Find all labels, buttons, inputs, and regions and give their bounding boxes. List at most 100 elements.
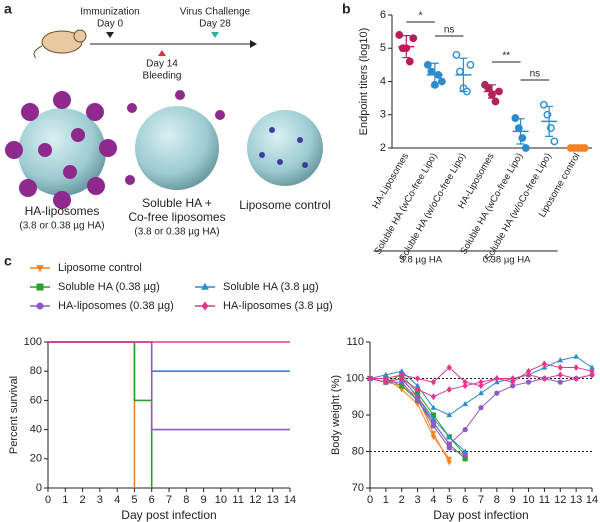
x-tick-label: 10 — [215, 494, 227, 506]
data-point — [399, 379, 405, 385]
data-point — [395, 31, 404, 39]
marker — [106, 32, 114, 38]
survival-line — [48, 341, 153, 488]
ha-spikes — [5, 91, 117, 209]
data-point — [557, 379, 563, 385]
panel-label: b — [342, 1, 351, 17]
data-point — [430, 404, 437, 410]
data-point — [430, 378, 437, 386]
y-tick-label: 60 — [30, 394, 42, 406]
data-point — [557, 371, 563, 379]
x-tick-label: 10 — [522, 494, 534, 506]
y-tick-label: 5 — [380, 42, 386, 54]
legend-label: Liposome control — [58, 262, 142, 274]
caption: (3.8 or 0.38 µg HA) — [134, 227, 219, 238]
x-axis-title: Day post infection — [433, 508, 528, 522]
liposome — [18, 108, 106, 196]
data-point — [573, 353, 580, 359]
legend-marker — [201, 282, 209, 290]
y-axis-title: Body weight (%) — [330, 375, 342, 455]
data-point — [414, 394, 421, 400]
survival-line — [48, 341, 290, 431]
x-tick-label: 1 — [383, 494, 389, 506]
data-point — [589, 367, 595, 375]
liposome — [135, 106, 219, 190]
legend-label: HA-liposomes (0.38 µg) — [58, 300, 174, 312]
x-tick-label: 11 — [539, 494, 550, 506]
data-point — [573, 375, 579, 382]
legend-marker — [36, 265, 44, 273]
significance: ** — [502, 51, 510, 62]
error-bar — [430, 62, 439, 88]
data-point — [494, 390, 500, 396]
data-point — [541, 360, 548, 368]
data-point — [423, 60, 432, 69]
data-point — [510, 378, 516, 386]
data-point — [414, 397, 421, 403]
data-point — [414, 386, 421, 393]
x-tick-label: 13 — [267, 494, 279, 506]
y-axis-title: Endpoint titers (log10) — [358, 28, 370, 136]
x-tick-label: 3 — [97, 494, 103, 506]
data-point — [478, 382, 484, 390]
y-tick-label: 40 — [30, 424, 42, 436]
y-axis-title: Percent survival — [8, 376, 20, 454]
y-tick-label: 80 — [352, 445, 364, 457]
significance: * — [419, 11, 423, 22]
y-tick-label: 90 — [352, 409, 364, 421]
data-point — [462, 448, 469, 454]
x-tick-label: 8 — [183, 494, 189, 506]
y-tick-label: 2 — [380, 142, 386, 154]
soluble-ha — [125, 90, 225, 185]
data-point — [478, 389, 484, 396]
caption: Liposome control — [239, 198, 330, 212]
y-tick-label: 110 — [346, 336, 364, 348]
data-point — [521, 144, 530, 152]
data-point — [462, 382, 468, 390]
timeline-label: Virus Challenge — [180, 7, 251, 18]
data-point — [382, 371, 389, 377]
x-tick-label: 6 — [462, 494, 468, 506]
data-point — [437, 77, 446, 86]
data-point — [399, 371, 405, 379]
data-point — [430, 393, 437, 401]
y-tick-label: 100 — [346, 372, 364, 384]
caption: Soluble HA + — [142, 196, 212, 210]
data-point — [446, 456, 453, 462]
data-point — [550, 137, 559, 146]
data-point — [541, 375, 548, 382]
caption: Co-free liposomes — [128, 210, 225, 224]
data-point — [383, 378, 389, 386]
data-point — [399, 383, 405, 389]
data-point — [367, 375, 373, 382]
y-tick-label: 20 — [30, 453, 42, 465]
legend-marker — [36, 283, 44, 291]
data-point — [399, 375, 405, 382]
data-point — [446, 460, 453, 466]
marker — [211, 32, 219, 38]
x-axis-title: Day post infection — [121, 508, 216, 522]
legend-marker — [201, 301, 209, 311]
error-bar — [516, 118, 525, 145]
x-tick-label: 12 — [249, 494, 261, 506]
data-point — [427, 67, 436, 76]
error-bar — [459, 57, 468, 93]
mouse-icon — [33, 29, 87, 59]
marker — [158, 50, 166, 56]
significance: ns — [530, 69, 541, 80]
y-tick-label: 80 — [30, 365, 42, 377]
y-tick-label: 6 — [380, 9, 386, 21]
x-tick-label: 2 — [399, 494, 405, 506]
data-point — [589, 371, 595, 379]
error-bar — [488, 84, 496, 99]
data-point — [414, 375, 421, 382]
x-tick-label: 0 — [367, 494, 373, 506]
data-point — [491, 97, 500, 106]
x-tick-label: 14 — [284, 494, 296, 506]
legend-label: Soluble HA (3.8 µg) — [223, 281, 319, 293]
dots — [259, 127, 308, 168]
x-tick-label: 8 — [494, 494, 500, 506]
data-point — [383, 375, 389, 382]
data-point — [414, 390, 421, 396]
